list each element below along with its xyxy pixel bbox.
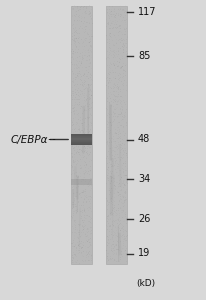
Text: 19: 19 bbox=[138, 248, 150, 259]
FancyBboxPatch shape bbox=[71, 140, 92, 142]
Text: 85: 85 bbox=[138, 50, 150, 61]
FancyBboxPatch shape bbox=[71, 139, 92, 140]
Text: 48: 48 bbox=[138, 134, 150, 145]
FancyBboxPatch shape bbox=[106, 6, 127, 264]
Text: (kD): (kD) bbox=[136, 279, 155, 288]
Text: C/EBPα: C/EBPα bbox=[10, 134, 48, 145]
FancyBboxPatch shape bbox=[71, 137, 92, 138]
FancyBboxPatch shape bbox=[71, 178, 92, 184]
FancyBboxPatch shape bbox=[71, 6, 92, 264]
Text: 26: 26 bbox=[138, 214, 150, 224]
Text: --: -- bbox=[45, 134, 56, 145]
Text: 34: 34 bbox=[138, 173, 150, 184]
FancyBboxPatch shape bbox=[71, 136, 92, 137]
Text: 117: 117 bbox=[138, 7, 157, 17]
FancyBboxPatch shape bbox=[71, 134, 92, 145]
